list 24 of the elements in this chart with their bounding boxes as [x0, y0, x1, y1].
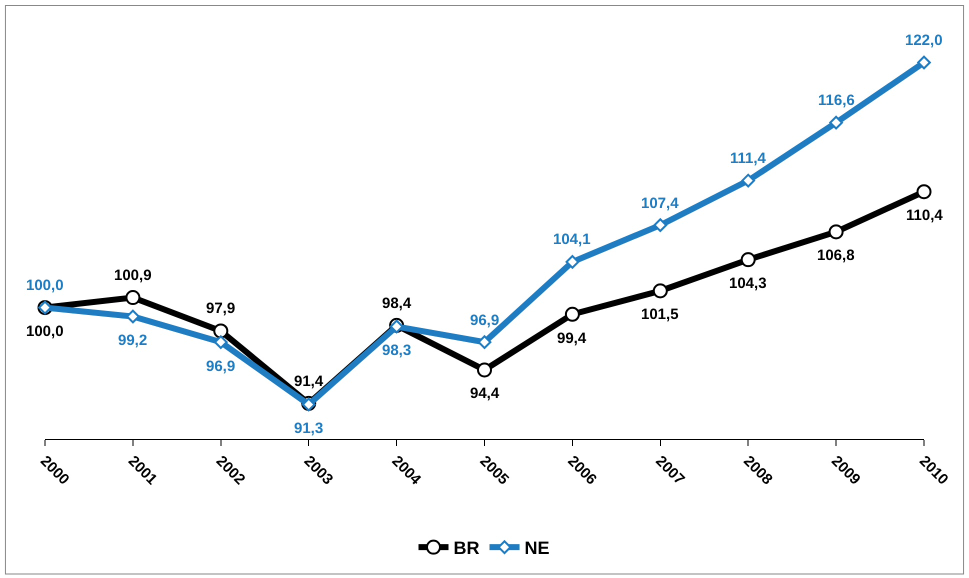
data-label: 101,5 [641, 306, 679, 323]
data-label: 96,9 [470, 312, 500, 329]
data-label: 100,0 [26, 323, 64, 340]
data-label: 94,4 [470, 385, 500, 402]
data-label: 99,4 [557, 330, 587, 347]
data-label: 116,6 [818, 92, 855, 109]
data-label: 91,4 [294, 373, 324, 390]
data-label: 97,9 [206, 300, 236, 317]
data-label: 106,8 [817, 247, 855, 264]
data-label: 122,0 [905, 32, 943, 49]
data-label: 110,4 [906, 207, 944, 224]
data-label: 96,9 [206, 358, 236, 375]
data-label: 98,4 [382, 295, 412, 312]
data-label: 91,3 [294, 420, 324, 437]
data-label: 104,1 [553, 231, 591, 248]
data-label: 100,0 [26, 277, 64, 294]
data-label: 98,3 [382, 342, 412, 359]
data-label: 104,3 [729, 275, 767, 292]
legend-label: BR [454, 538, 480, 558]
legend-label: NE [524, 538, 550, 558]
data-label: 107,4 [641, 195, 680, 212]
data-label: 99,2 [118, 332, 148, 349]
data-label: 111,4 [730, 150, 767, 167]
data-label: 100,9 [114, 267, 152, 284]
